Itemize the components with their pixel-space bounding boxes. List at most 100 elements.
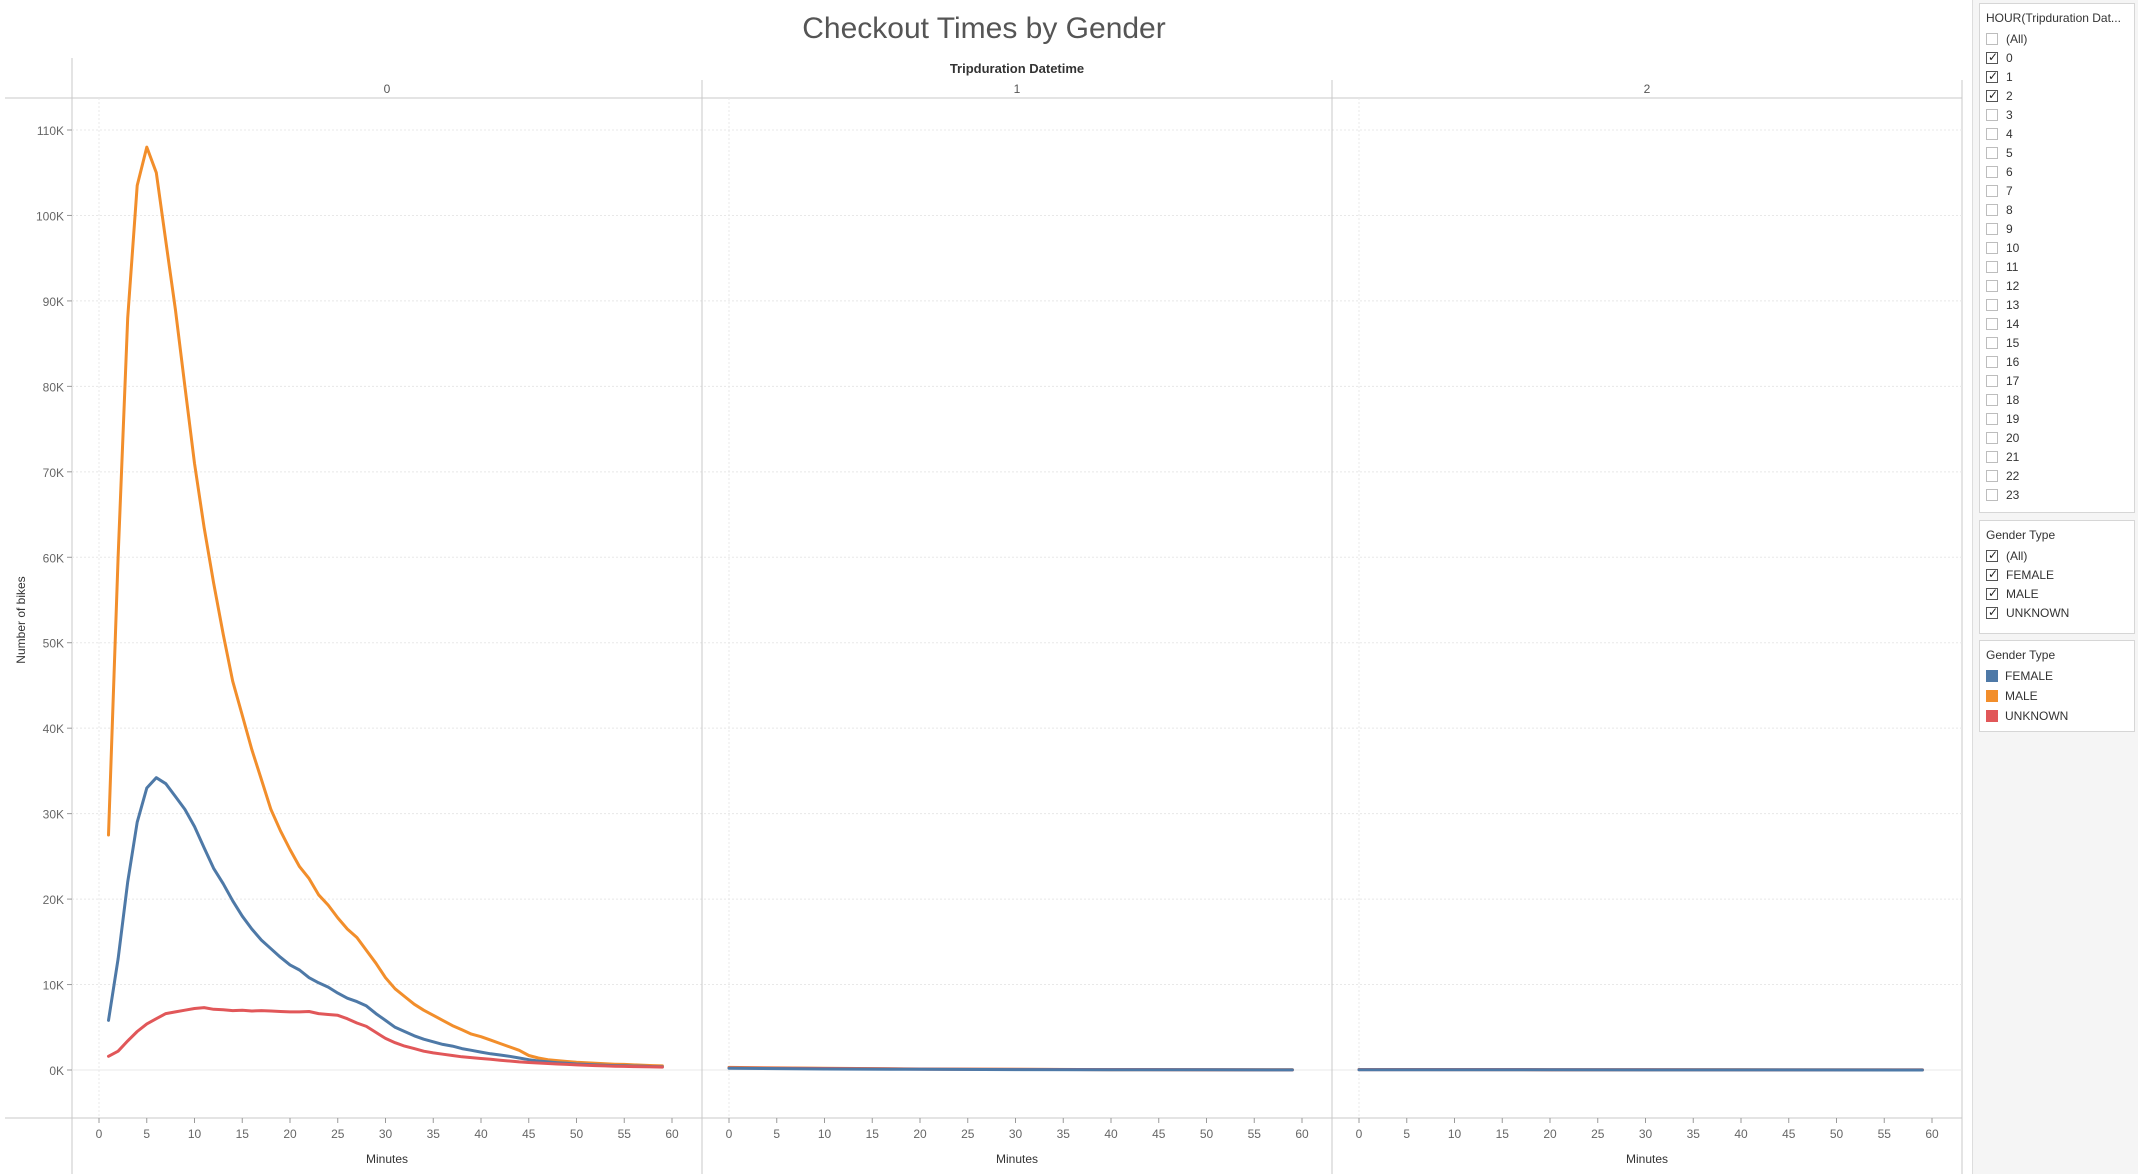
- gender-filter-item[interactable]: UNKNOWN: [1980, 603, 2134, 622]
- hour-filter-item-label: 18: [2006, 392, 2020, 407]
- gender-filter-list: (All) FEMALE MALE UNKNOWN: [1980, 546, 2134, 622]
- hour-filter-item[interactable]: 20: [1980, 428, 2134, 447]
- y-axis-label: Number of bikes: [14, 576, 28, 663]
- checkbox[interactable]: [1986, 108, 1998, 121]
- series-line-male: [107, 145, 664, 1068]
- hour-filter-item[interactable]: 0: [1980, 48, 2134, 67]
- checkbox[interactable]: [1986, 69, 1998, 83]
- checkbox[interactable]: [1986, 279, 1998, 292]
- checkbox[interactable]: [1986, 548, 1998, 562]
- hour-filter-list: (All)01234567891011121314151617181920212…: [1980, 29, 2134, 504]
- hour-filter-item[interactable]: 21: [1980, 447, 2134, 466]
- checkbox[interactable]: [1986, 298, 1998, 311]
- hour-filter-title: HOUR(Tripduration Dat...: [1986, 11, 2121, 25]
- y-tick-label: 60K: [43, 551, 64, 565]
- x-tick-label: 45: [1152, 1127, 1166, 1141]
- hour-filter-item[interactable]: 3: [1980, 105, 2134, 124]
- column-header: Tripduration Datetime: [950, 61, 1084, 76]
- checkbox[interactable]: [1986, 412, 1998, 425]
- hour-filter-item-label: 11: [2006, 259, 2019, 274]
- hour-filter-item-label: 5: [2006, 145, 2013, 160]
- legend-title: Gender Type: [1986, 648, 2056, 662]
- y-tick-label: 0K: [49, 1064, 64, 1078]
- gender-filter-item[interactable]: (All): [1980, 546, 2134, 565]
- checkbox[interactable]: [1986, 241, 1998, 254]
- x-tick-label: 15: [1496, 1127, 1510, 1141]
- hour-filter-item[interactable]: 18: [1980, 390, 2134, 409]
- series-line-unknown: [107, 1006, 664, 1069]
- hour-filter-item[interactable]: 2: [1980, 86, 2134, 105]
- hour-filter-item[interactable]: 1: [1980, 67, 2134, 86]
- gender-filter-item-label: UNKNOWN: [2006, 605, 2070, 620]
- hour-filter-item[interactable]: 11: [1980, 257, 2134, 276]
- line-chart: Tripduration Datetime 0K 10K 20K 30K 40K 50K 60…: [5, 58, 1963, 1174]
- checkbox[interactable]: [1986, 146, 1998, 159]
- checkbox[interactable]: [1986, 605, 1998, 619]
- checkbox[interactable]: [1986, 450, 1998, 463]
- hour-filter-item[interactable]: 4: [1980, 124, 2134, 143]
- checkbox[interactable]: [1986, 393, 1998, 406]
- panel-label: 0: [384, 82, 391, 96]
- hour-filter-item[interactable]: 7: [1980, 181, 2134, 200]
- legend-item[interactable]: UNKNOWN: [1980, 706, 2134, 726]
- checkbox[interactable]: [1986, 260, 1998, 273]
- legend-panel: Gender Type FEMALE MALE UNKNOWN: [1979, 640, 2135, 732]
- x-tick-label: 10: [818, 1127, 832, 1141]
- legend-item[interactable]: MALE: [1980, 686, 2134, 706]
- x-tick-label: 15: [866, 1127, 880, 1141]
- hour-filter-item-label: 13: [2006, 297, 2020, 312]
- y-tick-label: 20K: [43, 893, 64, 907]
- x-tick-label: 25: [1591, 1127, 1605, 1141]
- gender-filter-item[interactable]: MALE: [1980, 584, 2134, 603]
- x-tick-label: 60: [665, 1127, 679, 1141]
- checkbox[interactable]: [1986, 184, 1998, 197]
- x-tick-label: 50: [1200, 1127, 1214, 1141]
- legend-swatch: [1986, 710, 1998, 722]
- hour-filter-item[interactable]: 14: [1980, 314, 2134, 333]
- hour-filter-item[interactable]: 10: [1980, 238, 2134, 257]
- hour-filter-item[interactable]: 22: [1980, 466, 2134, 485]
- checkbox[interactable]: [1986, 32, 1998, 45]
- legend-item[interactable]: FEMALE: [1980, 666, 2134, 686]
- hour-filter-item[interactable]: (All): [1980, 29, 2134, 48]
- hour-filter-item-label: 15: [2006, 335, 2020, 350]
- hour-filter-item[interactable]: 5: [1980, 143, 2134, 162]
- hour-filter-item[interactable]: 16: [1980, 352, 2134, 371]
- checkbox[interactable]: [1986, 50, 1998, 64]
- x-axis-label: Minutes: [1626, 1152, 1668, 1166]
- hour-filter-item[interactable]: 23: [1980, 485, 2134, 504]
- hour-filter-item[interactable]: 13: [1980, 295, 2134, 314]
- hour-filter-item[interactable]: 19: [1980, 409, 2134, 428]
- gender-filter-item[interactable]: FEMALE: [1980, 565, 2134, 584]
- checkbox[interactable]: [1986, 203, 1998, 216]
- hour-filter-item[interactable]: 9: [1980, 219, 2134, 238]
- legend-label: FEMALE: [2005, 669, 2054, 683]
- checkbox[interactable]: [1986, 165, 1998, 178]
- hour-filter-item-label: 2: [2006, 88, 2013, 103]
- x-tick-label: 5: [1403, 1127, 1410, 1141]
- hour-filter-item[interactable]: 8: [1980, 200, 2134, 219]
- checkbox[interactable]: [1986, 567, 1998, 581]
- checkbox[interactable]: [1986, 374, 1998, 387]
- checkbox[interactable]: [1986, 469, 1998, 482]
- x-tick-label: 10: [1448, 1127, 1462, 1141]
- hour-filter-item[interactable]: 6: [1980, 162, 2134, 181]
- checkbox[interactable]: [1986, 127, 1998, 140]
- x-tick-label: 25: [961, 1127, 975, 1141]
- hour-filter-item[interactable]: 12: [1980, 276, 2134, 295]
- checkbox[interactable]: [1986, 488, 1998, 501]
- checkbox[interactable]: [1986, 88, 1998, 102]
- checkbox[interactable]: [1986, 586, 1998, 600]
- hour-filter-item[interactable]: 17: [1980, 371, 2134, 390]
- legend-list: FEMALE MALE UNKNOWN: [1980, 666, 2134, 726]
- x-tick-label: 55: [1878, 1127, 1892, 1141]
- checkbox[interactable]: [1986, 431, 1998, 444]
- hour-filter-item-label: 3: [2006, 107, 2013, 122]
- checkbox[interactable]: [1986, 222, 1998, 235]
- x-tick-label: 60: [1295, 1127, 1309, 1141]
- checkbox[interactable]: [1986, 317, 1998, 330]
- checkbox[interactable]: [1986, 355, 1998, 368]
- hour-filter-item[interactable]: 15: [1980, 333, 2134, 352]
- panel-label: 1: [1014, 82, 1021, 96]
- checkbox[interactable]: [1986, 336, 1998, 349]
